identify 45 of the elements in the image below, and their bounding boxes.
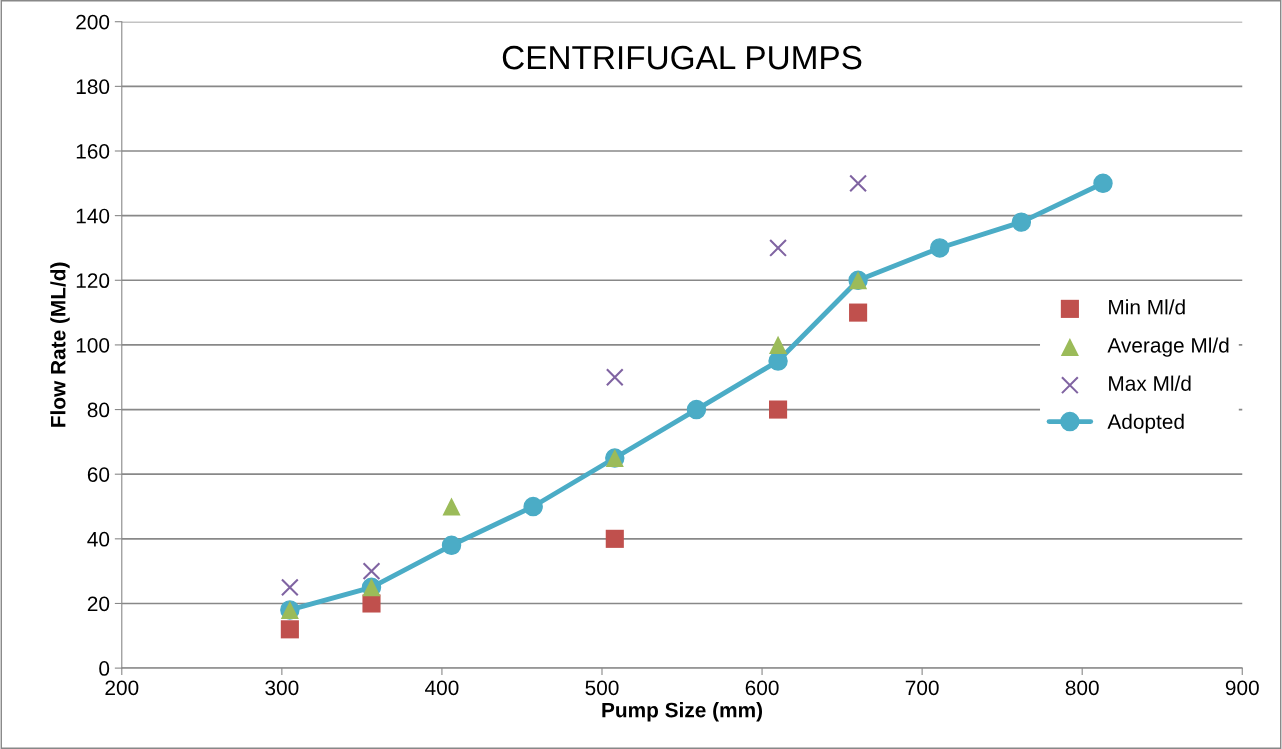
point [769, 335, 788, 354]
y-tick-label: 160 [76, 144, 110, 159]
point [768, 351, 788, 371]
point [280, 620, 299, 639]
x-tick-label: 400 [425, 680, 459, 696]
legend-label: Adopted [1107, 413, 1184, 434]
point [1011, 212, 1032, 232]
legend-label: Average Ml/d [1107, 337, 1229, 357]
y-tick-label: 120 [76, 273, 110, 289]
y-tick-label: 60 [87, 467, 110, 482]
point [769, 400, 788, 419]
x-tick-label: 500 [585, 680, 619, 696]
point [523, 496, 543, 517]
point [442, 497, 461, 516]
x-tick-label: 700 [905, 680, 939, 696]
point [441, 535, 462, 556]
point [280, 578, 299, 597]
x-tick-label: 600 [745, 680, 779, 696]
x-tick-label: 800 [1065, 680, 1099, 696]
y-tick-label: 100 [76, 337, 110, 353]
y-tick-label: 40 [87, 531, 110, 547]
y-tick-label: 80 [87, 402, 110, 418]
point [849, 303, 868, 322]
y-tick-label: 140 [76, 208, 110, 224]
point [362, 562, 381, 581]
point [1093, 173, 1113, 194]
legend-label: Min Ml/d [1109, 299, 1185, 315]
x-tick-label: 900 [1225, 680, 1259, 696]
point [849, 174, 868, 193]
point [605, 529, 624, 548]
x-tick-label: 200 [105, 680, 139, 696]
legend-label: Max Ml/d [1109, 375, 1191, 391]
point [930, 238, 950, 258]
y-tick-label: 180 [76, 79, 110, 95]
y-tick-label: 200 [76, 14, 110, 30]
x-axis-title: Pump Size (mm) [602, 702, 763, 722]
point [686, 399, 707, 420]
point [769, 239, 788, 257]
y-tick-label: 0 [99, 661, 110, 676]
text: CENTRIFUGAL PUMPS [502, 45, 862, 70]
point [605, 368, 624, 387]
x-tick-label: 300 [265, 680, 299, 696]
y-tick-label: 20 [87, 596, 110, 612]
point [362, 594, 381, 613]
y-axis-title: Flow Rate (ML/d) [50, 262, 70, 427]
